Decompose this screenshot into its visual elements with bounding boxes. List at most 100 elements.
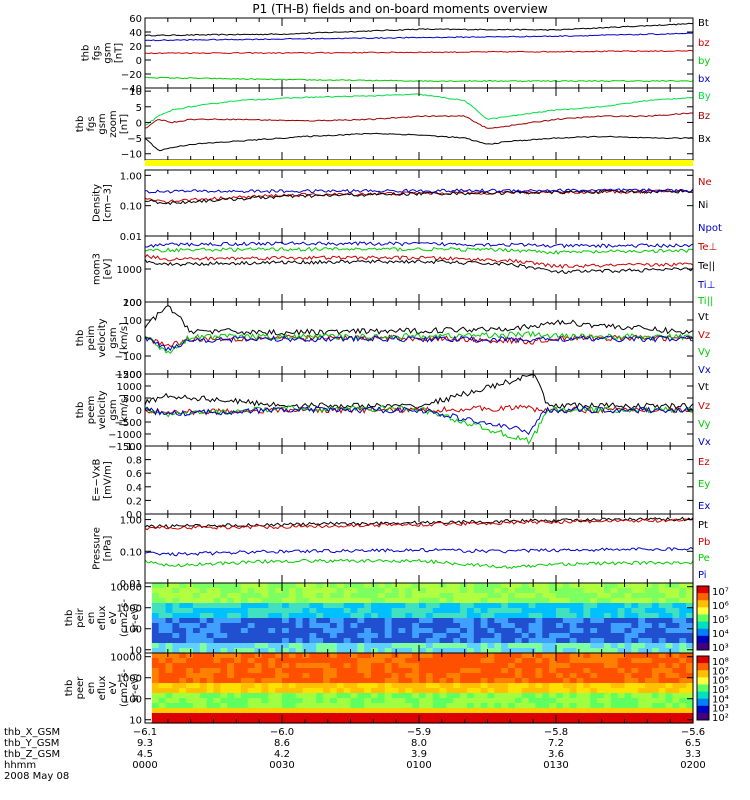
spectrogram-cell: [576, 698, 584, 704]
spectrogram-cell: [343, 613, 352, 619]
spectrogram-cell: [412, 638, 420, 644]
spectrogram-cell: [329, 628, 338, 634]
spectrogram-cell: [658, 583, 667, 589]
spectrogram-cell: [528, 668, 537, 674]
spectrogram-cell: [261, 653, 269, 659]
spectrogram-cell: [199, 598, 208, 604]
spectrogram-cell: [254, 638, 263, 644]
spectrogram-cell: [412, 628, 420, 634]
spectrogram-cell: [535, 638, 543, 644]
spectrogram-cell: [158, 668, 167, 674]
spectrogram-cell: [247, 678, 256, 684]
spectrogram-cell: [597, 703, 605, 709]
spectrogram-cell: [679, 603, 687, 609]
spectrogram-cell: [145, 583, 153, 589]
spectrogram-cell: [398, 688, 406, 694]
spectrogram-cell: [446, 638, 454, 644]
spectrogram-cell: [453, 648, 461, 654]
spectrogram-cell: [240, 643, 249, 649]
spectrogram-cell: [473, 668, 482, 674]
spectrogram-cell: [562, 658, 571, 664]
spectrogram-cell: [172, 683, 180, 689]
spectrogram-cell: [151, 698, 160, 704]
spectrogram-cell: [624, 648, 632, 654]
spectrogram-cell: [514, 588, 523, 594]
spectrogram-cell: [398, 683, 406, 689]
spectrogram-cell: [261, 703, 269, 709]
spectrogram-cell: [624, 583, 632, 589]
spectrogram-cell: [480, 613, 489, 619]
spectrogram-cell: [590, 713, 598, 719]
spectrogram-cell: [679, 673, 687, 679]
spectrogram-cell: [213, 608, 221, 614]
spectrogram-cell: [412, 613, 420, 619]
legend-label: Pb: [698, 537, 710, 548]
spectrogram-cell: [323, 703, 331, 709]
spectrogram-cell: [651, 698, 660, 704]
spectrogram-cell: [665, 628, 674, 634]
spectrogram-cell: [556, 698, 564, 704]
spectrogram-cell: [371, 688, 379, 694]
spectrogram-cell: [460, 703, 468, 709]
spectrogram-cell: [336, 693, 345, 699]
spectrogram-cell: [343, 688, 352, 694]
spectrogram-cell: [645, 698, 653, 704]
spectrogram-cell: [542, 708, 550, 714]
spectrogram-cell: [419, 643, 427, 649]
spectrogram-cell: [343, 683, 352, 689]
spectrogram-cell: [186, 698, 194, 704]
spectrogram-cell: [576, 708, 584, 714]
spectrogram-cell: [151, 628, 160, 634]
spectrogram-cell: [282, 648, 290, 654]
spectrogram-cell: [220, 583, 228, 589]
spectrogram-cell: [192, 658, 201, 664]
spectrogram-cell: [562, 663, 571, 669]
spectrogram-cell: [316, 643, 324, 649]
spectrogram-cell: [645, 713, 653, 719]
spectrogram-cell: [466, 648, 475, 654]
spectrogram-cell: [268, 688, 276, 694]
spectrogram-cell: [186, 673, 194, 679]
spectrogram-cell: [617, 593, 626, 599]
spectrogram-cell: [234, 718, 242, 724]
spectrogram-cell: [282, 668, 290, 674]
spectrogram-cell: [309, 688, 317, 694]
spectrogram-cell: [364, 613, 372, 619]
spectrogram-cell: [583, 688, 591, 694]
spectrogram-p9: [145, 583, 694, 654]
spectrogram-cell: [391, 638, 400, 644]
spectrogram-cell: [686, 583, 694, 589]
spectrogram-cell: [350, 688, 358, 694]
x-axis-value: −6.0: [270, 727, 294, 738]
spectrogram-cell: [542, 703, 550, 709]
spectrogram-cell: [583, 658, 591, 664]
spectrogram-cell: [460, 698, 468, 704]
spectrogram-cell: [220, 673, 228, 679]
spectrogram-cell: [624, 703, 632, 709]
spectrogram-cell: [391, 693, 400, 699]
spectrogram-cell: [597, 628, 605, 634]
spectrogram-cell: [514, 603, 523, 609]
y-tick-label: 60: [129, 14, 142, 25]
spectrogram-cell: [603, 703, 612, 709]
spectrogram-cell: [439, 678, 447, 684]
spectrogram-cell: [268, 618, 276, 624]
spectrogram-cell: [391, 658, 400, 664]
spectrogram-cell: [172, 643, 180, 649]
spectrogram-cell: [603, 673, 612, 679]
legend-label: Bx: [698, 134, 711, 145]
spectrogram-cell: [624, 698, 632, 704]
series-lines-p8: [144, 516, 694, 570]
spectrogram-cell: [631, 643, 639, 649]
spectrogram-cell: [295, 638, 304, 644]
spectrogram-cell: [597, 673, 605, 679]
spectrogram-cell: [350, 663, 358, 669]
spectrogram-cell: [473, 603, 482, 609]
spectrogram-cell: [364, 618, 372, 624]
spectrogram-cell: [336, 643, 345, 649]
spectrogram-cell: [603, 603, 612, 609]
spectrogram-cell: [501, 608, 509, 614]
spectrogram-cell: [247, 713, 256, 719]
spectrogram-cell: [145, 588, 153, 594]
